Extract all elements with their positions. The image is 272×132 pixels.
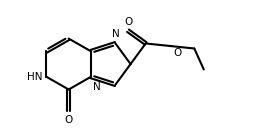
- Text: HN: HN: [27, 72, 42, 82]
- Text: N: N: [93, 82, 101, 92]
- Text: O: O: [173, 48, 181, 58]
- Text: O: O: [124, 17, 132, 27]
- Text: O: O: [64, 115, 73, 125]
- Text: N: N: [112, 29, 119, 39]
